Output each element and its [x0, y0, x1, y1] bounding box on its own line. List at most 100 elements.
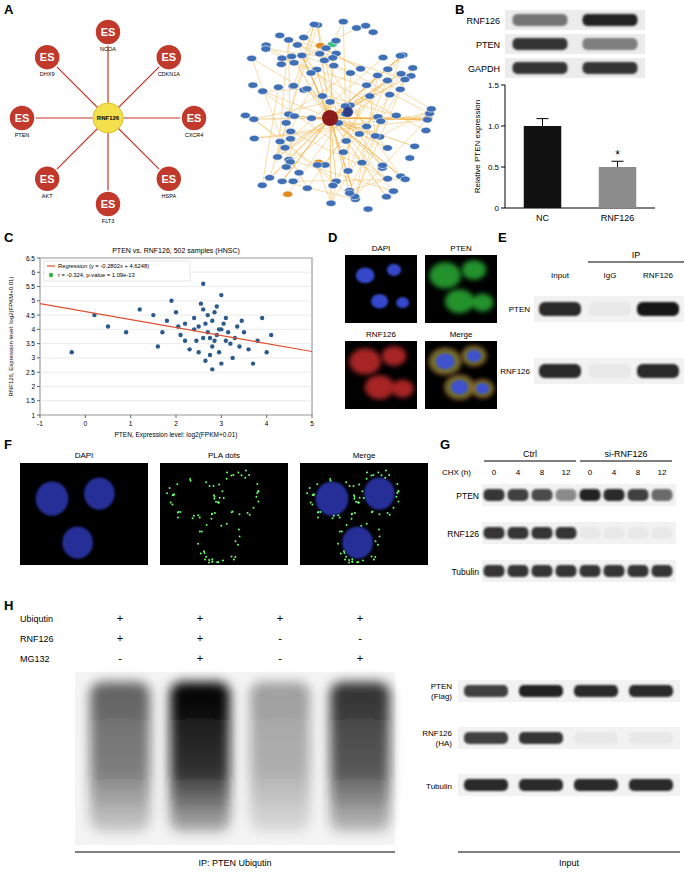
tick-label: 0 [495, 204, 500, 213]
tick [37, 272, 40, 273]
image [425, 255, 497, 323]
grid-line [40, 300, 312, 301]
pla-dot [361, 490, 363, 492]
nucleus [476, 383, 489, 394]
edge [297, 45, 382, 168]
grid-line [40, 386, 312, 387]
point [192, 316, 196, 320]
image-label: DAPI [372, 244, 391, 253]
panel-letter: A [4, 2, 14, 17]
blot-bg [505, 58, 645, 78]
node-badge: ES [15, 112, 30, 124]
point [224, 339, 228, 343]
sign: + [357, 612, 363, 624]
tick [176, 415, 177, 418]
bars [524, 119, 637, 208]
panel-letter: D [328, 230, 337, 245]
pla-dot [377, 544, 379, 546]
node-label: PTEN [15, 132, 30, 138]
pla-dot [371, 556, 373, 558]
pla-dot [199, 516, 201, 518]
tick [37, 300, 40, 301]
band [532, 489, 553, 501]
row-label: Ubiqutin [20, 614, 53, 624]
axis-title: Relative PTEN expression [473, 100, 482, 193]
blot-bg [458, 727, 680, 749]
group-label: Ctrl [523, 449, 537, 459]
band [604, 527, 625, 539]
network-node [345, 190, 355, 196]
pla-dot [177, 516, 179, 518]
edge [262, 118, 330, 185]
network-node [321, 45, 331, 51]
pla-dot [363, 497, 365, 499]
network-node [273, 84, 283, 90]
network-node [381, 193, 391, 199]
network-node [396, 71, 406, 77]
pla-dot [339, 530, 341, 532]
axis-title: RNF126, Expression level: log2(FPKM+0.01… [8, 277, 14, 397]
band [652, 565, 673, 577]
tick-label: 6 [31, 269, 35, 276]
tick [501, 167, 505, 168]
band [637, 364, 679, 378]
tick [501, 208, 505, 209]
row-label: RNF126 [20, 634, 54, 644]
node-badge: ES [187, 112, 202, 124]
network-node [289, 60, 299, 66]
pla-dot [255, 496, 257, 498]
pla-dot [366, 478, 368, 480]
point [187, 347, 191, 351]
pla-dot [169, 487, 171, 489]
network-node [395, 53, 405, 59]
node-label: CDKN1A [158, 71, 181, 77]
image-label: DAPI [75, 451, 94, 460]
band [532, 527, 553, 539]
band [539, 364, 581, 378]
pla-dot [352, 485, 354, 487]
point [269, 333, 273, 337]
edge [330, 118, 383, 165]
blot-bg [75, 672, 395, 845]
edge [320, 46, 431, 109]
band [628, 489, 649, 501]
cell-signal [429, 348, 461, 374]
pla-dot [211, 513, 213, 515]
pla-dot [176, 483, 178, 485]
pla-dot [397, 501, 399, 503]
edge [270, 68, 413, 178]
lane-label: IgG [604, 271, 617, 280]
band [532, 565, 553, 577]
edge [355, 118, 428, 196]
edge [350, 105, 401, 176]
pla-dot [214, 512, 216, 514]
pla-dot [218, 502, 220, 504]
cell-signal [445, 375, 474, 399]
blot-bg [534, 296, 684, 322]
row-label: RNF126 [447, 529, 479, 539]
network-node [312, 162, 322, 168]
point [230, 356, 234, 360]
edge [254, 114, 429, 139]
point [70, 350, 74, 354]
image [160, 463, 288, 565]
band [464, 779, 508, 791]
pla-dot [226, 478, 228, 480]
sign: + [197, 612, 203, 624]
pla-dot [379, 535, 381, 537]
band [583, 62, 638, 74]
node [34, 166, 60, 192]
nucleus [364, 478, 395, 510]
node-badge: ES [101, 26, 116, 38]
tick [37, 343, 40, 344]
pla-dot [344, 552, 346, 554]
row-label: GAPDH [468, 64, 500, 74]
tick-label: 4.5 [26, 312, 35, 319]
lane-label: 4 [612, 468, 617, 477]
network-node [302, 86, 312, 92]
tick [37, 258, 40, 259]
tick-label: 4 [31, 326, 35, 333]
point [217, 327, 221, 331]
tick-label: 3 [31, 354, 35, 361]
network-node [258, 88, 268, 94]
